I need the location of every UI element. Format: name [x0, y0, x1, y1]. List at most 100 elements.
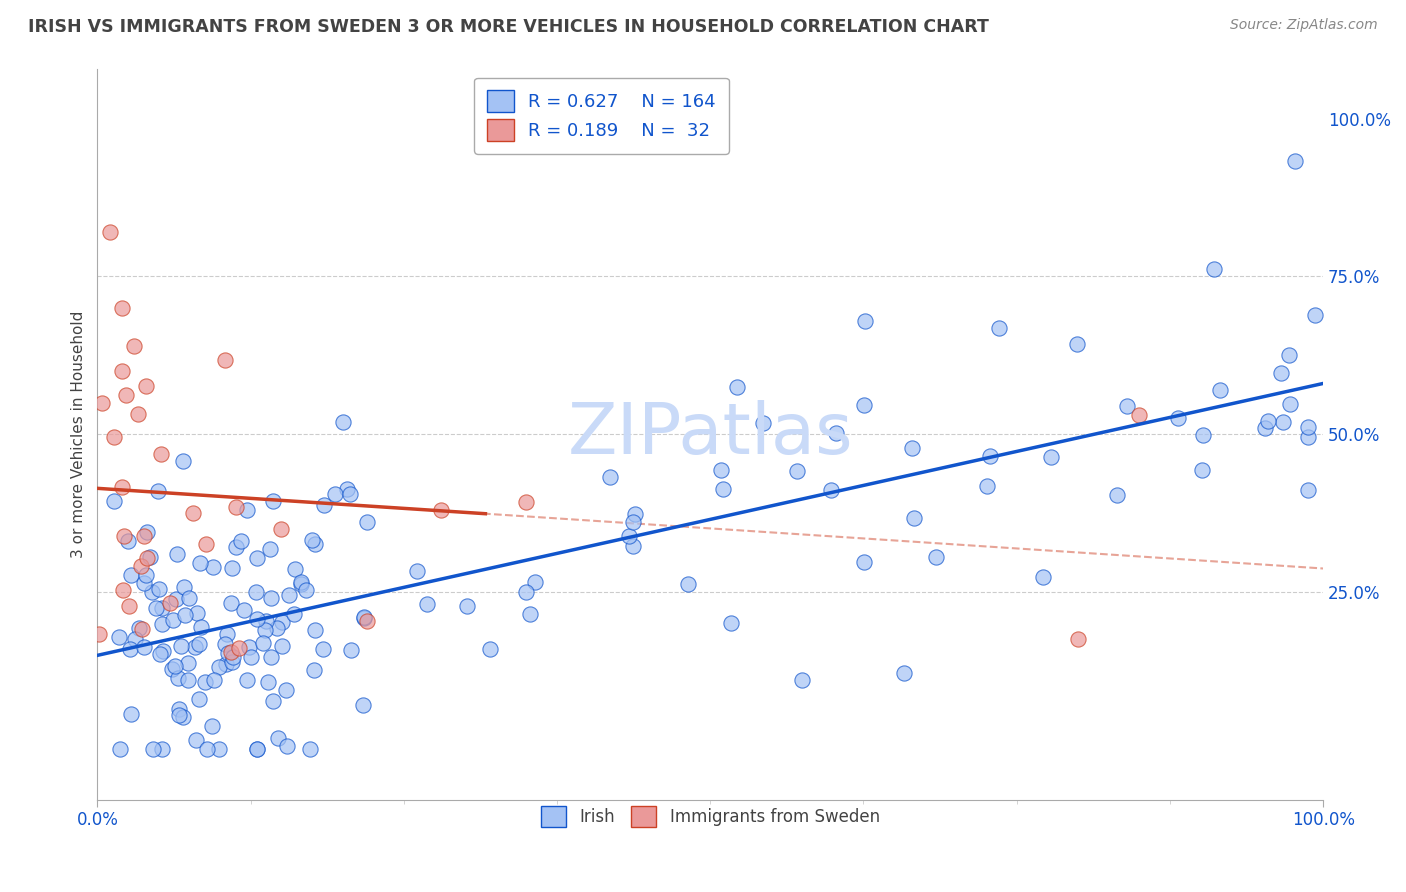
- Point: [90, 396, 112, 410]
- Point: [304, 537, 326, 551]
- Point: [152, 742, 174, 756]
- Point: [825, 425, 848, 440]
- Point: [245, 585, 267, 599]
- Point: [142, 742, 165, 756]
- Point: [277, 588, 299, 602]
- Point: [172, 710, 194, 724]
- Point: [172, 453, 194, 467]
- Point: [236, 503, 259, 517]
- Point: [711, 482, 734, 496]
- Point: [617, 529, 640, 543]
- Point: [177, 591, 200, 606]
- Point: [108, 630, 131, 644]
- Point: [112, 583, 135, 598]
- Point: [214, 657, 236, 671]
- Point: [160, 662, 183, 676]
- Point: [152, 617, 174, 632]
- Point: [111, 364, 134, 378]
- Point: [238, 640, 260, 655]
- Point: [283, 607, 305, 621]
- Point: [232, 603, 254, 617]
- Point: [183, 640, 205, 655]
- Point: [1254, 421, 1277, 435]
- Point: [599, 469, 621, 483]
- Point: [1209, 383, 1232, 397]
- Point: [103, 430, 125, 444]
- Legend: Irish, Immigrants from Sweden: Irish, Immigrants from Sweden: [533, 798, 889, 835]
- Point: [173, 580, 195, 594]
- Point: [195, 742, 218, 756]
- Point: [903, 511, 925, 525]
- Point: [1067, 632, 1090, 646]
- Point: [1191, 463, 1213, 477]
- Point: [120, 707, 142, 722]
- Point: [1105, 488, 1128, 502]
- Point: [159, 596, 181, 610]
- Point: [135, 379, 157, 393]
- Point: [201, 719, 224, 733]
- Point: [167, 707, 190, 722]
- Point: [162, 613, 184, 627]
- Point: [245, 551, 267, 566]
- Point: [246, 742, 269, 756]
- Point: [1128, 408, 1150, 422]
- Point: [254, 615, 277, 629]
- Point: [623, 515, 645, 529]
- Point: [135, 568, 157, 582]
- Point: [1305, 308, 1327, 322]
- Point: [311, 641, 333, 656]
- Point: [190, 620, 212, 634]
- Point: [225, 500, 247, 514]
- Point: [214, 353, 236, 368]
- Point: [524, 575, 547, 590]
- Point: [252, 636, 274, 650]
- Point: [1204, 261, 1226, 276]
- Point: [239, 649, 262, 664]
- Point: [236, 673, 259, 688]
- Point: [270, 615, 292, 629]
- Point: [710, 463, 733, 477]
- Point: [725, 380, 748, 394]
- Point: [87, 627, 110, 641]
- Point: [786, 464, 808, 478]
- Point: [170, 640, 193, 654]
- Point: [853, 314, 876, 328]
- Point: [1167, 410, 1189, 425]
- Point: [312, 498, 335, 512]
- Point: [225, 540, 247, 554]
- Point: [266, 621, 288, 635]
- Point: [901, 442, 924, 456]
- Point: [456, 599, 478, 614]
- Point: [976, 479, 998, 493]
- Point: [188, 638, 211, 652]
- Point: [176, 656, 198, 670]
- Point: [246, 742, 269, 756]
- Point: [103, 494, 125, 508]
- Point: [221, 561, 243, 575]
- Point: [167, 671, 190, 685]
- Point: [1284, 154, 1306, 169]
- Point: [152, 644, 174, 658]
- Point: [353, 610, 375, 624]
- Point: [1192, 428, 1215, 442]
- Point: [165, 591, 187, 606]
- Point: [208, 660, 231, 674]
- Point: [340, 643, 363, 657]
- Point: [186, 606, 208, 620]
- Point: [111, 480, 134, 494]
- Point: [852, 398, 875, 412]
- Point: [290, 577, 312, 591]
- Point: [217, 646, 239, 660]
- Point: [114, 388, 136, 402]
- Point: [202, 673, 225, 687]
- Point: [148, 582, 170, 597]
- Text: IRISH VS IMMIGRANTS FROM SWEDEN 3 OR MORE VEHICLES IN HOUSEHOLD CORRELATION CHAR: IRISH VS IMMIGRANTS FROM SWEDEN 3 OR MOR…: [28, 18, 988, 36]
- Point: [925, 550, 948, 565]
- Point: [221, 596, 243, 610]
- Text: Source: ZipAtlas.com: Source: ZipAtlas.com: [1230, 18, 1378, 32]
- Point: [515, 495, 537, 509]
- Point: [166, 548, 188, 562]
- Point: [149, 647, 172, 661]
- Point: [298, 742, 321, 756]
- Point: [262, 494, 284, 508]
